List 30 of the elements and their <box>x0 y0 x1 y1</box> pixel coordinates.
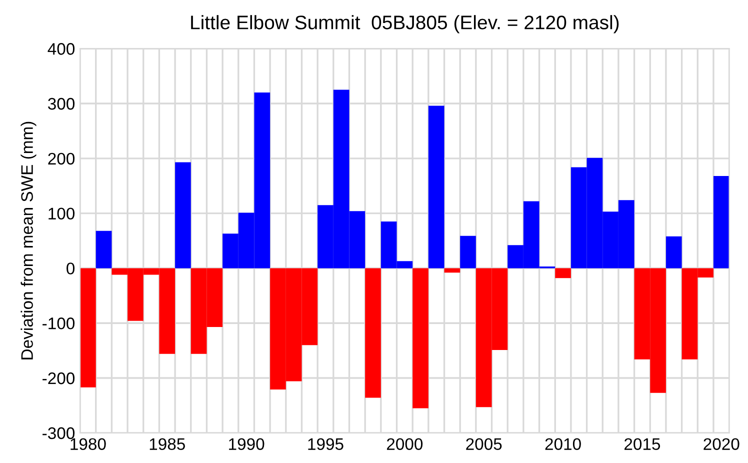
bar <box>444 268 460 273</box>
y-tick-label: 300 <box>48 98 75 110</box>
y-tick-label: -300 <box>42 427 75 440</box>
bar <box>555 268 571 278</box>
x-tick-label: 1985 <box>150 438 185 450</box>
bar <box>713 176 730 268</box>
x-tick-label: 1980 <box>70 438 106 450</box>
y-tick-label: 200 <box>48 152 75 165</box>
x-tick-label: 2005 <box>466 438 502 450</box>
y-tick-label: 100 <box>48 208 75 220</box>
bar <box>412 268 428 408</box>
x-tick-label: 2020 <box>704 438 740 450</box>
bar <box>365 268 381 398</box>
chart-title: Little Elbow Summit 05BJ805 (Elev. = 2120 masl) <box>191 15 619 34</box>
x-tick-label: 2000 <box>386 438 423 450</box>
bar <box>80 268 96 388</box>
y-tick-label: -200 <box>42 372 75 384</box>
y-tick-label: -100 <box>42 318 75 330</box>
y-axis-title: Deviation from mean SWE (mm) <box>20 122 36 360</box>
bar <box>666 236 682 268</box>
bar <box>96 230 112 268</box>
bar <box>460 236 476 268</box>
x-tick-label: 1995 <box>308 438 344 450</box>
x-tick-label: 2010 <box>545 438 581 450</box>
x-tick-label: 1990 <box>229 438 264 450</box>
bar <box>428 106 444 268</box>
y-tick-label: 0 <box>66 262 75 274</box>
x-tick-label: 2015 <box>624 438 660 450</box>
y-tick-label: 400 <box>48 43 75 55</box>
bar <box>175 162 191 268</box>
